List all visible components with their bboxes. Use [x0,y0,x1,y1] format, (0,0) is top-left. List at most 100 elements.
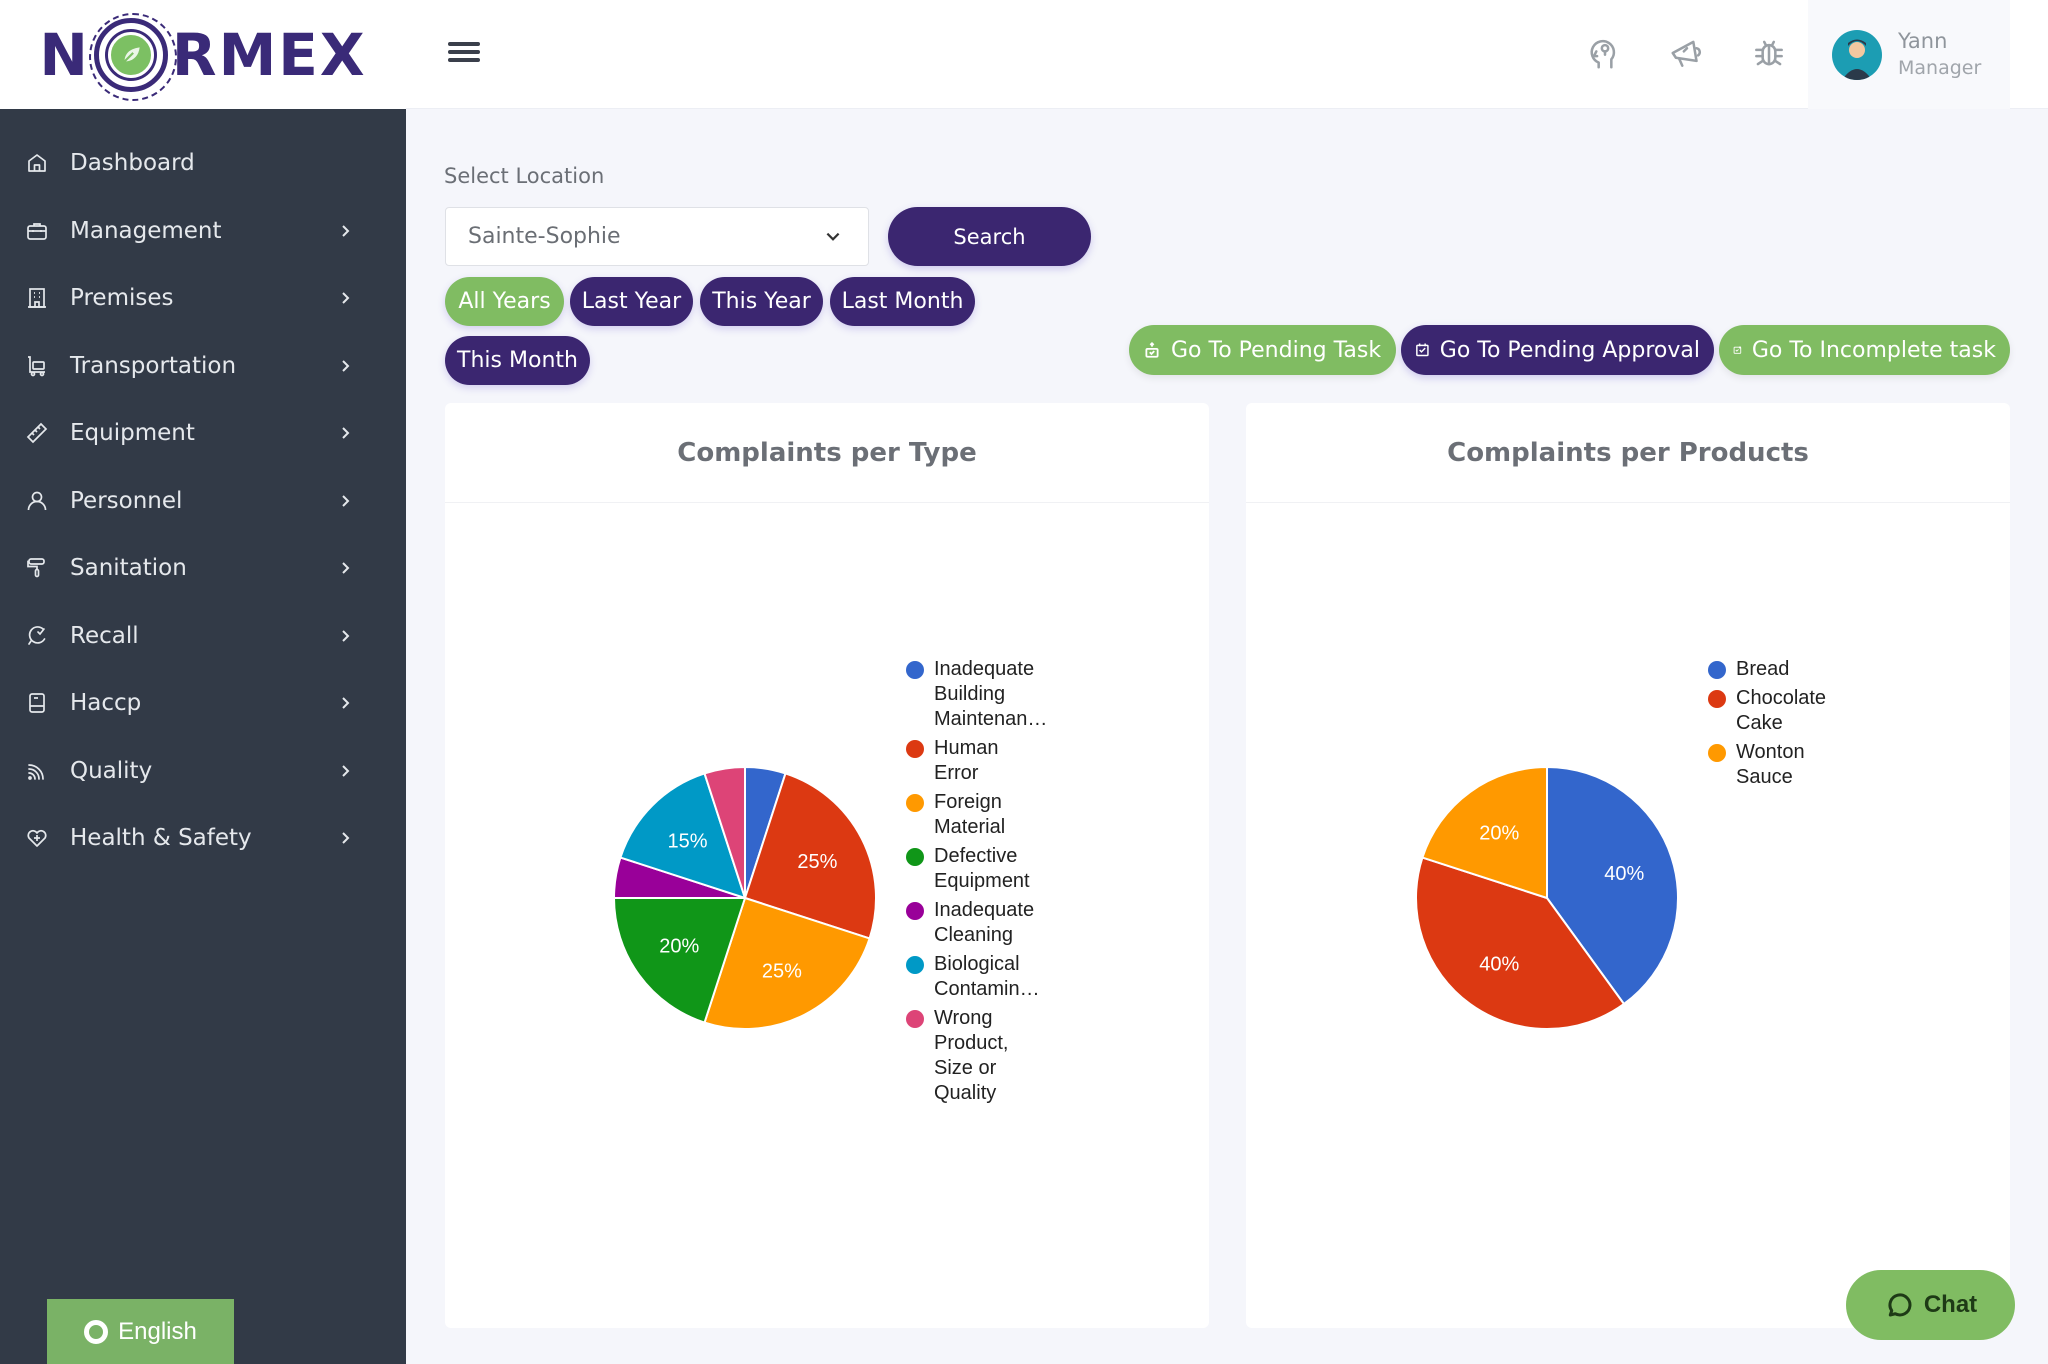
sidebar-item-recall[interactable]: Recall [0,608,406,664]
pie-slice[interactable] [1421,765,1548,900]
legend-dot-icon [906,848,924,866]
pie-slice[interactable] [703,896,871,1030]
sidebar-item-management[interactable]: Management [0,203,406,259]
slice-label: 20% [1479,822,1519,844]
slice-label: 15% [668,831,708,853]
legend-dot-icon [906,740,924,758]
legend-item[interactable]: Biological Contamin… [906,952,1047,1002]
pie-slice[interactable] [1546,765,1679,1006]
complaints-per-products-card: Complaints per Products 40% 40% 20% Bread C… [1246,403,2010,1328]
complaints-type-pie-chart[interactable]: 25% 25% 20% 15% [605,758,885,1038]
legend-dot-icon [906,794,924,812]
sidebar-item-personnel[interactable]: Personnel [0,473,406,529]
briefcase-icon [24,218,50,244]
sidebar-item-label: Health & Safety [70,825,252,851]
period-last-month[interactable]: Last Month [830,277,975,326]
chevron-down-icon [826,232,840,241]
cart-icon [24,353,50,379]
legend-item[interactable]: Foreign Material [906,790,1047,840]
sidebar-item-premises[interactable]: Premises [0,270,406,326]
user-name: Yann [1898,29,1948,53]
sidebar-item-label: Personnel [70,488,183,514]
language-button[interactable]: English [47,1299,234,1364]
legend-item[interactable]: Wrong Product, Size or Quality [906,1006,1047,1106]
sidebar-item-equipment[interactable]: Equipment [0,405,406,461]
header-icons [1586,34,1788,72]
chat-button[interactable]: Chat [1846,1270,2015,1340]
sidebar-item-sanitation[interactable]: Sanitation [0,540,406,596]
period-all-years[interactable]: All Years [445,277,564,326]
legend-dot-icon [906,661,924,679]
period-this-month[interactable]: This Month [445,336,590,385]
legend-label: Chocolate Cake [1736,687,1827,734]
sidebar-item-label: Equipment [70,420,195,446]
sidebar-item-label: Quality [70,758,153,784]
logo-text-left: N [39,20,90,89]
legend-item[interactable]: Defective Equipment [906,844,1047,894]
sidebar-item-health-safety[interactable]: Health & Safety [0,810,406,866]
sidebar-item-dashboard[interactable]: Dashboard [0,135,406,191]
sidebar-item-label: Premises [70,285,174,311]
go-to-incomplete-task-button[interactable]: Go To Incomplete task [1719,325,2010,375]
chevron-right-icon [342,495,350,507]
legend-item[interactable]: Wonton Sauce [1708,740,1826,790]
legend-item[interactable]: Chocolate Cake [1708,686,1826,736]
user-role: Manager [1898,57,1982,79]
action-label: Go To Pending Approval [1439,337,1700,363]
language-label: English [118,1317,197,1345]
sidebar-item-haccp[interactable]: Haccp [0,675,406,731]
search-button[interactable]: Search [888,207,1091,266]
heart-plus-icon [24,825,50,851]
chevron-right-icon [342,292,350,304]
bug-icon[interactable] [1750,34,1788,72]
pie-slice[interactable] [703,765,746,899]
legend-item[interactable]: Inadequate Building Maintenan… [906,657,1047,732]
idea-head-icon[interactable] [1586,34,1624,72]
legend-label: Defective Equipment [934,845,1030,892]
slice-label: 20% [659,936,699,958]
sidebar-item-label: Management [70,218,222,244]
go-to-pending-approval-button[interactable]: Go To Pending Approval [1401,325,1714,375]
pie-slice[interactable] [743,772,877,940]
legend-dot-icon [1708,690,1726,708]
chevron-right-icon [342,225,350,237]
slice-label: 40% [1604,863,1644,885]
pie-slice[interactable] [612,897,747,1024]
legend-item[interactable]: Bread [1708,657,1826,682]
slice-label: 25% [797,851,837,873]
user-icon [24,488,50,514]
pie-slice[interactable] [1415,856,1626,1030]
sidebar-item-label: Haccp [70,690,142,716]
legend-item[interactable]: Inadequate Cleaning [906,898,1047,948]
period-last-year[interactable]: Last Year [570,277,693,326]
user-profile[interactable]: Yann Manager [1808,0,2010,109]
sidebar-item-transportation[interactable]: Transportation [0,338,406,394]
checkbox-icon [1416,343,1429,357]
book-icon [24,690,50,716]
leaf-icon [107,31,154,78]
legend-label: Wonton Sauce [1736,741,1805,788]
ruler-icon [24,420,50,446]
avatar [1832,29,1882,80]
building-icon [24,285,50,311]
normex-logo[interactable]: N RMEX [39,12,366,101]
pending-task-icon [1145,341,1159,358]
megaphone-icon[interactable] [1668,34,1706,72]
location-select[interactable]: Sainte-Sophie [445,207,869,266]
legend-label: Inadequate Cleaning [934,899,1035,946]
home-icon [24,150,50,176]
legend-label: Biological Contamin… [934,953,1040,1000]
period-this-year[interactable]: This Year [700,277,823,326]
legend-dot-icon [1708,661,1726,679]
sidebar-item-label: Dashboard [70,150,195,176]
complaints-products-pie-chart[interactable]: 40% 40% 20% [1407,758,1687,1038]
sidebar-item-label: Transportation [70,353,237,379]
complaints-type-legend: Inadequate Building Maintenan… Human Erro… [906,657,1047,1110]
go-to-pending-task-button[interactable]: Go To Pending Task [1129,325,1396,375]
hamburger-menu-icon[interactable] [448,42,480,66]
top-bar: Yann Manager [406,0,2048,109]
sidebar-item-quality[interactable]: Quality [0,743,406,799]
chevron-right-icon [342,427,350,439]
slice-label: 40% [1479,954,1519,976]
legend-item[interactable]: Human Error [906,736,1047,786]
